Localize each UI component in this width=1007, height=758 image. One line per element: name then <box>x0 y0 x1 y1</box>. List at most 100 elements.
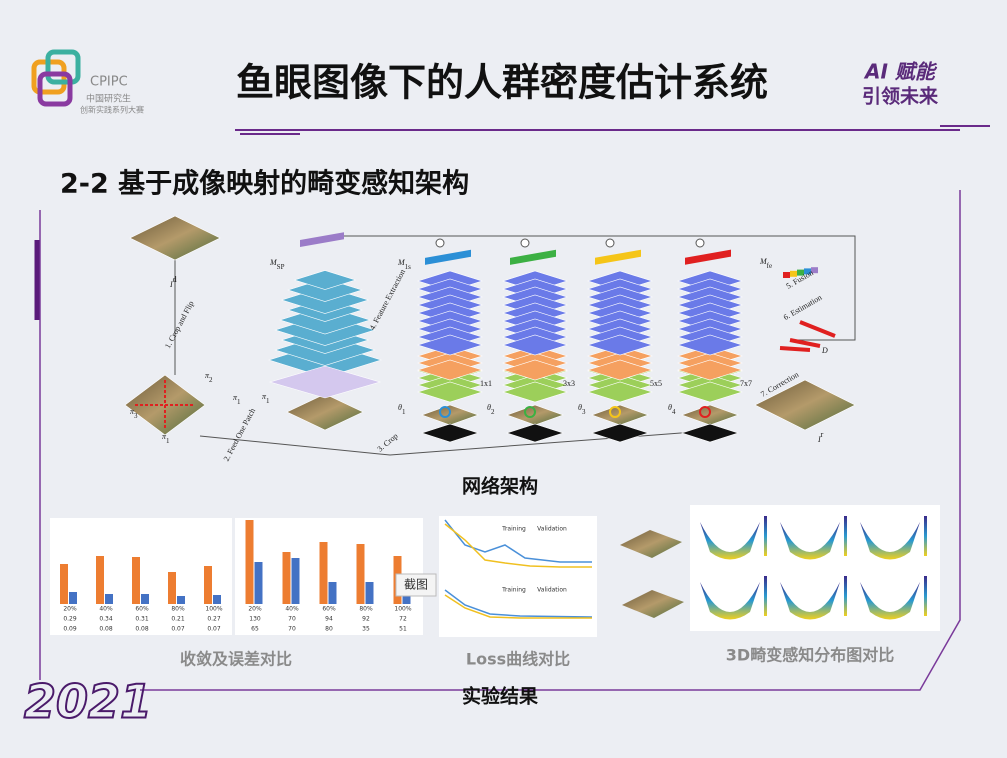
caption: 实验结果 <box>462 685 538 708</box>
image <box>506 423 564 443</box>
feature-vector <box>425 249 471 265</box>
ring <box>609 406 621 418</box>
legend-entry: Training <box>501 587 526 594</box>
surface-shape <box>780 522 840 560</box>
fused-vector <box>783 272 790 278</box>
table-cell: 0.08 <box>135 626 149 633</box>
ring <box>439 406 451 418</box>
slogan: 引领未来 <box>862 85 938 108</box>
table-cell: 60% <box>322 606 336 613</box>
op-node <box>605 238 615 248</box>
layer <box>268 365 382 399</box>
slogan: AI 赋能 <box>863 60 938 84</box>
feature-vector <box>595 249 641 265</box>
logo-name: CPIPC <box>90 75 128 90</box>
bar-shape <box>141 594 149 604</box>
bar-shape <box>69 592 77 604</box>
bar-shape <box>328 582 337 604</box>
fused-vector <box>797 269 804 276</box>
table-cell: 80 <box>325 626 333 633</box>
table-cell: 65 <box>251 626 259 633</box>
colorbar <box>844 576 847 616</box>
bar-shape <box>282 552 291 604</box>
image <box>591 423 649 443</box>
bar-shape <box>291 558 300 604</box>
table-cell: 0.07 <box>207 626 221 633</box>
bar-shape <box>356 544 365 604</box>
bar-shape <box>254 562 263 604</box>
distance-label: D <box>821 346 828 355</box>
bar-shape <box>319 542 328 604</box>
layer <box>416 334 484 356</box>
feature-vector <box>300 232 344 248</box>
table-cell: 94 <box>325 616 333 623</box>
table-cell: 70 <box>288 626 296 633</box>
patch-label: π1 <box>262 392 270 405</box>
thumbnail <box>622 590 684 618</box>
legend-entry: Validation <box>537 526 567 533</box>
ring <box>699 406 711 418</box>
table-cell: 72 <box>399 616 407 623</box>
patch-label: π3 <box>130 407 138 420</box>
kernel-label: 1x1 <box>480 379 492 388</box>
decor-frame <box>39 190 961 691</box>
bar-shape <box>168 572 176 604</box>
layer <box>676 359 744 381</box>
table-cell: 0.08 <box>99 626 113 633</box>
table-cell: 40% <box>99 606 113 613</box>
bar-shape <box>132 557 140 604</box>
panel <box>235 518 423 635</box>
kernel-label: 5x5 <box>650 379 662 388</box>
fused-vector <box>790 270 797 277</box>
caption: 3D畸变感知分布图对比 <box>726 646 894 665</box>
kernel-label: 7x7 <box>740 379 752 388</box>
feature-vector <box>685 249 731 265</box>
ring <box>524 406 536 418</box>
colorbar <box>764 516 767 556</box>
theta: θ3 <box>578 403 586 416</box>
thumbnail <box>620 530 682 558</box>
theta: θ4 <box>668 403 676 416</box>
architecture <box>124 215 856 456</box>
caption: 收敛及误差对比 <box>180 650 292 669</box>
legend-entry: Training <box>501 526 526 533</box>
title: 鱼眼图像下的人群密度估计系统 <box>236 61 768 105</box>
bar-shape <box>177 596 185 604</box>
colorbar <box>764 576 767 616</box>
bar-shape <box>204 566 212 604</box>
table-cell: 100% <box>394 606 411 613</box>
bar-shape <box>245 520 254 604</box>
logo-line: 创新实践系列大赛 <box>80 105 144 115</box>
fused-vector <box>804 268 811 275</box>
logo: CPIPC 中国研究生 创新实践系列大赛 <box>31 49 144 115</box>
decor-line <box>235 125 990 135</box>
layer <box>586 381 654 403</box>
layer <box>676 381 744 403</box>
table-cell: 0.34 <box>99 616 113 623</box>
table-cell: 0.29 <box>63 616 77 623</box>
symbol: Id <box>169 275 177 289</box>
table-cell: 80% <box>171 606 185 613</box>
surface-shape <box>700 522 760 560</box>
curve-shape <box>444 594 592 619</box>
panel <box>50 518 232 635</box>
theta: θ1 <box>398 403 406 416</box>
colorbar <box>844 516 847 556</box>
kernel-label: 3x3 <box>563 379 575 388</box>
caption: 网络架构 <box>462 475 538 498</box>
table-cell: 60% <box>135 606 149 613</box>
table-cell: 51 <box>399 626 407 633</box>
table-cell: 100% <box>205 606 222 613</box>
table-cell: 0.21 <box>171 616 185 623</box>
tooltip-text: 截图 <box>404 578 428 592</box>
year: 2021 <box>24 675 152 729</box>
table-cell: 0.07 <box>171 626 185 633</box>
layer <box>293 270 357 290</box>
table-cell: 0.09 <box>63 626 77 633</box>
surface-shape <box>860 522 920 560</box>
surface-shape <box>700 582 760 620</box>
table-cell: 35 <box>362 626 370 633</box>
tooltip <box>395 573 437 597</box>
